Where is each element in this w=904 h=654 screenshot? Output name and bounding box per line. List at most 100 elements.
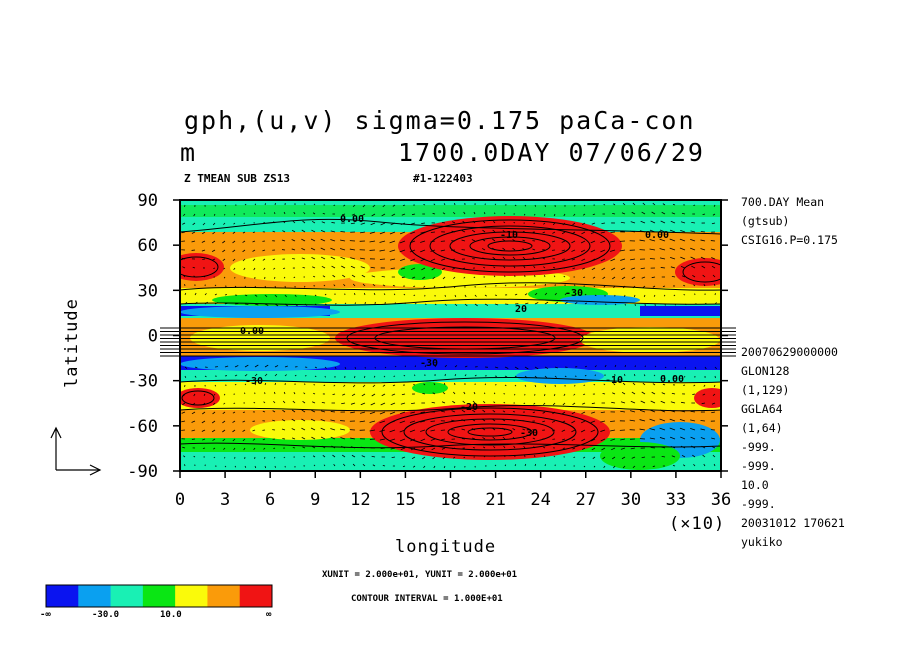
wind-vector-322 — [700, 248, 706, 251]
wind-vector-182 — [379, 231, 386, 235]
wind-vector-378 — [182, 266, 186, 269]
wind-vector-482 — [681, 275, 686, 278]
contour-nh-3 — [449, 231, 571, 261]
wind-vector-320 — [679, 247, 686, 251]
wind-vector-668 — [384, 366, 387, 369]
wind-vector-310 — [580, 249, 586, 253]
wind-vector-926 — [262, 410, 266, 413]
wind-vector-838 — [463, 391, 466, 395]
wind-vector-960 — [600, 411, 606, 413]
wind-vector-220 — [222, 240, 226, 244]
contour-nh-jet — [180, 282, 721, 291]
wind-vector-248 — [502, 238, 506, 242]
wind-vector-927 — [272, 410, 276, 413]
wind-vector-1282 — [583, 465, 586, 468]
wind-vector-1161 — [452, 447, 456, 450]
wind-vector-140 — [503, 221, 506, 224]
wind-vector-117 — [273, 221, 276, 224]
wind-vector-703 — [194, 375, 197, 378]
wind-vector-1250 — [264, 465, 267, 469]
wind-vector-776 — [382, 384, 386, 387]
wind-vector-364 — [581, 258, 586, 261]
wind-vector-114 — [243, 222, 246, 224]
wind-vector-548 — [264, 294, 268, 298]
wind-vector-356 — [502, 256, 506, 260]
wind-vector-125 — [350, 222, 356, 225]
wind-vector-1191 — [213, 456, 216, 459]
wind-vector-725 — [414, 374, 416, 377]
wind-vector-643 — [674, 303, 677, 306]
wind-vector-1122 — [600, 438, 606, 442]
wind-vector-200 — [561, 231, 566, 235]
wind-vector-610 — [344, 302, 347, 305]
wind-vector-1285 — [613, 465, 616, 469]
wind-vector-447 — [332, 274, 336, 278]
wind-vector-184 — [399, 231, 406, 235]
wind-vector-625 — [494, 303, 499, 306]
wind-vector-966 — [659, 409, 666, 413]
wind-vector-574 — [524, 293, 528, 296]
wind-vector-1157 — [410, 447, 416, 451]
y-tick-label-4: -30 — [127, 372, 158, 392]
wind-vector-1124 — [620, 438, 626, 441]
wind-vector-374 — [680, 256, 686, 260]
wind-vector-1113 — [512, 436, 516, 440]
wind-vector-519 — [514, 284, 517, 287]
wind-vector-342 — [360, 257, 366, 260]
wind-vector-1046 — [379, 429, 386, 432]
wind-vector-899 — [533, 402, 536, 405]
wind-vector-637 — [614, 303, 617, 306]
wind-vector-132 — [421, 222, 426, 224]
wind-vector-530 — [622, 285, 626, 289]
wind-vector-912 — [660, 400, 666, 404]
wind-vector-449 — [351, 274, 356, 278]
wind-vector-409 — [493, 266, 496, 269]
wind-vector-1192 — [224, 456, 226, 459]
wind-vector-455 — [411, 276, 416, 279]
wind-vector-267 — [690, 239, 696, 242]
wind-vector-1021 — [669, 418, 676, 422]
wind-vector-1141 — [253, 447, 256, 451]
wind-vector-552 — [304, 294, 307, 297]
wind-vector-403 — [431, 267, 436, 271]
wind-vector-542 — [204, 293, 207, 296]
meta-bottom-1: GLON128 — [741, 364, 790, 378]
wind-vector-282 — [301, 248, 306, 251]
wind-vector-273 — [211, 249, 216, 252]
wind-vector-999 — [451, 419, 456, 422]
wind-vector-13 — [313, 203, 316, 206]
y-tick-label-3: 0 — [148, 327, 158, 347]
wind-vector-871 — [253, 401, 256, 404]
equatorial-wind-band — [160, 327, 736, 357]
wind-vector-1256 — [323, 464, 326, 467]
colorbar-label-min: -∞ — [40, 610, 51, 620]
wind-vector-1106 — [441, 438, 446, 441]
wind-vector-648 — [184, 366, 188, 369]
wind-vector-337 — [311, 256, 316, 260]
wind-vector-533 — [652, 285, 656, 288]
wind-vector-218 — [201, 240, 206, 243]
wind-vector-201 — [571, 231, 576, 235]
wind-vector-429 — [691, 265, 696, 269]
meta-bottom-10: yukiko — [741, 535, 783, 549]
wind-vector-137 — [472, 220, 476, 224]
wind-vector-996 — [420, 420, 426, 423]
wind-vector-198 — [542, 231, 546, 234]
wind-vector-149 — [591, 222, 596, 225]
wind-vector-80 — [442, 212, 446, 215]
wind-vector-479 — [651, 276, 656, 279]
wind-vector-549 — [274, 294, 278, 298]
wind-vector-70 — [342, 213, 346, 216]
wind-vector-236 — [379, 240, 386, 243]
wind-vector-1166 — [503, 445, 506, 449]
wind-vector-679 — [494, 366, 499, 369]
wind-vector-1239 — [692, 454, 696, 458]
wind-vector-872 — [263, 401, 266, 404]
unit-note: XUNIT = 2.000e+01, YUNIT = 2.000e+01 — [322, 570, 518, 580]
wind-vector-97 — [612, 212, 616, 215]
wind-vector-163 — [191, 231, 196, 234]
wind-vector-1273 — [494, 464, 497, 467]
wind-vector-632 — [564, 301, 568, 305]
wind-vector-58 — [224, 213, 226, 216]
wind-vector-401 — [410, 267, 416, 271]
